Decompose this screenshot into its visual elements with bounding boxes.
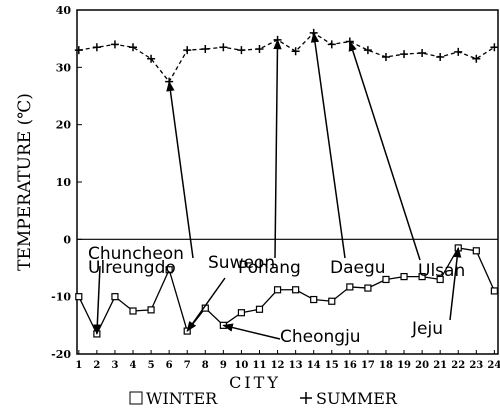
- point: [418, 273, 426, 281]
- point: [92, 43, 101, 52]
- point: [129, 43, 138, 52]
- annotation: Jeju: [411, 319, 443, 339]
- point: [418, 49, 427, 57]
- point: [147, 306, 155, 314]
- point: [111, 293, 119, 301]
- x-tick-label: 13: [289, 360, 303, 371]
- annotation-arrow: [449, 246, 462, 321]
- annotation-arrow: [310, 31, 346, 259]
- point: [363, 46, 372, 55]
- point: [327, 40, 336, 49]
- x-tick-label: 8: [202, 360, 209, 371]
- point: [147, 54, 156, 63]
- point: [436, 53, 445, 62]
- point: [490, 43, 499, 52]
- x-tick-label: 20: [415, 360, 429, 371]
- point: [310, 295, 318, 304]
- point: [436, 275, 444, 284]
- x-tick-label: 12: [271, 360, 285, 371]
- point: [291, 47, 300, 56]
- legend-marker: [300, 392, 312, 404]
- y-tick-label: 40: [56, 4, 72, 17]
- x-tick-label: 16: [343, 360, 357, 371]
- annotation-arrow: [348, 40, 421, 261]
- point: [74, 46, 83, 55]
- point: [183, 46, 192, 55]
- annotation: Chuncheon: [88, 244, 184, 264]
- x-tick-label: 15: [325, 360, 339, 371]
- y-tick-label: 10: [56, 176, 72, 189]
- annotation: Ulsan: [418, 261, 465, 281]
- y-tick-label: 20: [56, 119, 72, 132]
- plot-frame: [76, 9, 499, 355]
- annotation-arrow: [93, 265, 102, 335]
- annotation: Suweon: [208, 253, 275, 273]
- x-tick-label: 24: [487, 360, 500, 371]
- x-tick-label: 7: [184, 360, 191, 371]
- y-tick-label: -10: [51, 291, 71, 304]
- point: [364, 284, 372, 292]
- x-tick-label: 21: [433, 360, 447, 371]
- x-tick-label: 19: [397, 360, 411, 371]
- x-tick-label: 4: [130, 360, 137, 371]
- point: [292, 286, 300, 294]
- series-line: [78, 32, 495, 83]
- point: [237, 309, 246, 317]
- point: [255, 305, 264, 313]
- x-tick-label: 2: [93, 360, 100, 371]
- point: [381, 53, 390, 62]
- annotation-arrow: [186, 277, 226, 332]
- x-tick-label: 17: [361, 360, 375, 371]
- x-tick-label: 1: [75, 360, 82, 371]
- point: [346, 283, 354, 291]
- point: [472, 247, 480, 255]
- annotation-arrow: [166, 80, 194, 259]
- annotation-arrow: [273, 38, 282, 259]
- x-tick-label: 22: [451, 360, 465, 371]
- x-tick-label: 14: [307, 360, 321, 371]
- x-tick-label: 9: [220, 360, 227, 371]
- point: [490, 287, 498, 295]
- x-axis-label: CITY: [229, 373, 281, 392]
- point: [110, 40, 119, 49]
- point: [328, 297, 336, 305]
- x-tick-label: 18: [379, 360, 393, 371]
- point: [237, 46, 246, 55]
- annotation: Pohang: [238, 258, 301, 278]
- annotation: Daegu: [330, 258, 386, 278]
- x-tick-label: 11: [253, 360, 267, 371]
- y-tick-label: 30: [56, 61, 72, 74]
- x-tick-label: 3: [111, 360, 118, 371]
- point: [255, 44, 264, 53]
- x-tick-label: 23: [469, 360, 483, 371]
- point: [400, 273, 408, 281]
- y-tick-label: 0: [63, 233, 71, 246]
- point: [400, 50, 409, 59]
- annotation-arrow: [222, 323, 281, 340]
- point: [75, 293, 83, 301]
- point: [472, 54, 481, 63]
- legend-marker: [129, 391, 143, 405]
- point: [382, 275, 390, 284]
- annotation: Ulreungdo: [88, 258, 176, 278]
- x-tick-label: 5: [148, 360, 155, 371]
- point: [165, 266, 173, 274]
- point: [219, 43, 228, 52]
- legend-label: WINTER: [146, 389, 218, 408]
- point: [273, 286, 282, 294]
- point: [129, 307, 137, 315]
- legend-label: SUMMER: [316, 389, 398, 408]
- y-tick-label: -20: [51, 348, 71, 361]
- point: [454, 47, 463, 56]
- point: [201, 44, 210, 53]
- y-axis-label: TEMPERATURE (℃): [15, 93, 35, 271]
- x-tick-label: 6: [166, 360, 173, 371]
- annotation: Cheongju: [280, 327, 361, 347]
- x-tick-label: 10: [234, 360, 248, 371]
